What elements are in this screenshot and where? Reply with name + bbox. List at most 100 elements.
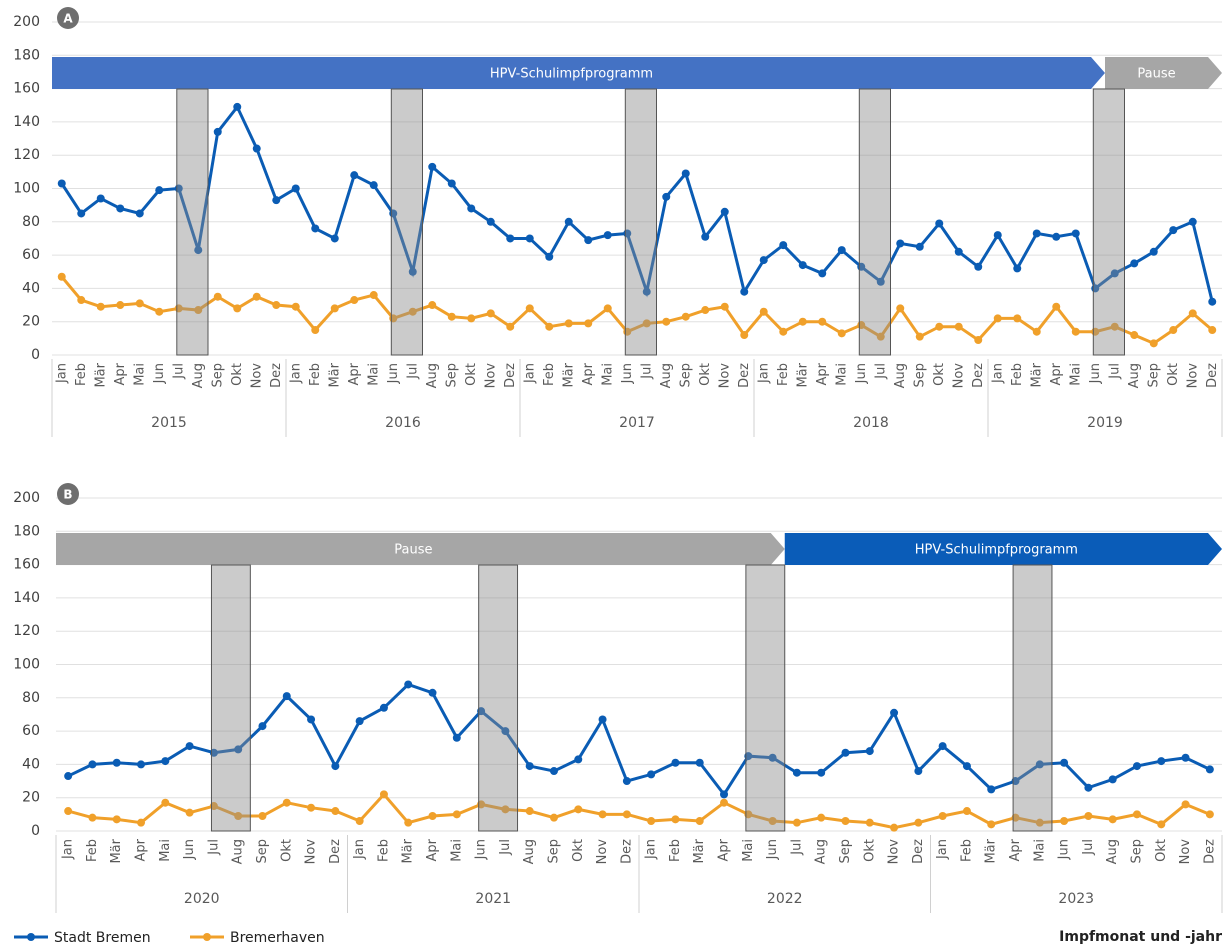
data-point [233,102,242,111]
x-tick-label: Aug [231,839,246,864]
data-point [447,179,456,188]
holiday-shade [624,88,657,356]
data-point [564,319,573,328]
data-point [818,317,827,326]
x-tick-label: Jul [873,363,888,380]
data-point [890,823,899,832]
x-tick-label: Feb [776,363,791,386]
x-tick-label: Jun [182,839,197,860]
x-tick-label: Jun [620,363,635,384]
data-point [1035,818,1044,827]
x-tick-label: Okt [230,363,245,386]
data-point [88,813,97,822]
data-point [642,287,651,296]
phase-banner [784,533,1222,565]
data-point [311,224,320,233]
data-point [252,144,261,153]
data-point [161,798,170,807]
data-point [307,803,316,812]
y-tick-label: 20 [22,314,40,330]
group-label: 2022 [767,891,803,907]
x-tick-label: Dez [269,363,284,388]
x-tick-label: Feb [1010,363,1025,386]
x-tick-label: Sep [1146,363,1161,388]
data-point [467,314,476,323]
data-point [355,817,364,826]
data-point [116,301,125,310]
data-point [77,296,86,305]
data-point [447,312,456,321]
panel-label: A [63,12,73,26]
data-point [1013,264,1022,273]
y-tick-label: 60 [22,247,40,263]
data-point [938,812,947,821]
data-point [467,204,476,213]
holiday-shade [210,564,251,832]
y-tick-label: 100 [13,657,40,673]
x-tick-label: Jul [405,363,420,380]
data-point [798,317,807,326]
data-point [914,818,923,827]
data-point [282,692,291,701]
x-tick-label: Mai [834,363,849,386]
data-point [379,790,388,799]
data-point [1084,783,1093,792]
data-point [935,322,944,331]
phase-banner [56,533,785,565]
y-tick-label: 20 [22,790,40,806]
data-point [1169,326,1178,335]
data-point [350,296,359,305]
x-tick-label: Okt [1154,839,1169,862]
x-tick-label: Jun [152,363,167,384]
data-point [740,287,749,296]
data-point [987,820,996,829]
data-point [194,306,203,315]
x-tick-label: Apr [425,838,440,861]
x-tick-label: Aug [522,839,537,864]
data-point [57,179,66,188]
data-point [506,322,515,331]
x-tick-label: Apr [815,362,830,385]
data-point [695,758,704,767]
data-point [506,234,515,243]
data-point [681,169,690,178]
data-point [598,810,607,819]
data-point [622,777,631,786]
data-point [1060,758,1069,767]
data-point [1130,259,1139,268]
x-tick-label: Sep [210,363,225,388]
data-point [759,256,768,265]
data-point [987,785,996,794]
data-point [681,312,690,321]
data-point [1208,326,1217,335]
x-tick-label: Nov [887,839,902,865]
data-point [1060,817,1069,826]
data-point [155,186,164,195]
data-point [64,772,73,781]
x-tick-label: Feb [85,839,100,862]
data-point [792,768,801,777]
data-point [1188,309,1197,318]
data-point [350,171,359,180]
data-point [1205,810,1214,819]
data-point [369,291,378,300]
data-point [622,810,631,819]
holiday-shade [1012,564,1053,832]
x-tick-label: Jan [935,839,950,860]
y-tick-label: 200 [13,490,40,506]
data-point [112,758,121,767]
group-label: 2019 [1087,415,1123,431]
x-tick-label: Mär [561,362,576,387]
x-tick-label: Jan [61,839,76,860]
y-tick-label: 140 [13,590,40,606]
panel-badge [57,483,79,505]
data-point [584,319,593,328]
data-point [779,241,788,250]
y-tick-label: 60 [22,723,40,739]
x-tick-label: Jan [756,363,771,384]
data-point [252,292,261,301]
data-point [272,196,281,205]
x-tick-label: Nov [483,363,498,389]
group-label: 2015 [151,415,187,431]
data-point [185,742,194,751]
